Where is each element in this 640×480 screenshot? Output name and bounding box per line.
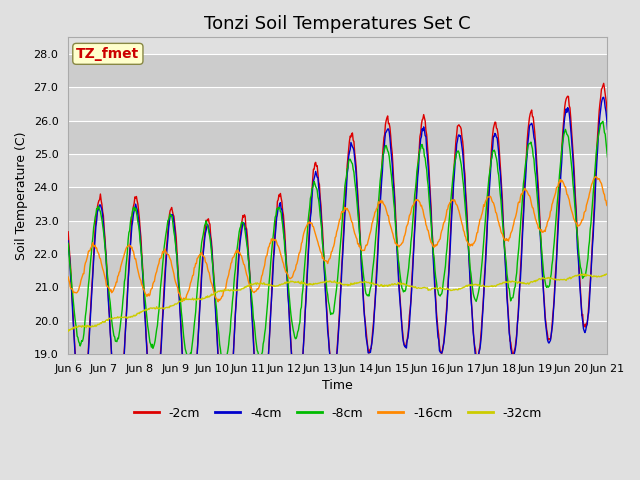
Text: TZ_fmet: TZ_fmet <box>76 47 140 61</box>
Title: Tonzi Soil Temperatures Set C: Tonzi Soil Temperatures Set C <box>205 15 471 33</box>
Bar <box>68 87 607 120</box>
Bar <box>68 120 607 154</box>
Bar <box>68 221 607 254</box>
Bar <box>68 254 607 288</box>
Bar <box>68 154 607 187</box>
X-axis label: Time: Time <box>323 379 353 392</box>
Bar <box>68 321 607 354</box>
Y-axis label: Soil Temperature (C): Soil Temperature (C) <box>15 132 28 260</box>
Bar <box>68 54 607 87</box>
Legend: -2cm, -4cm, -8cm, -16cm, -32cm: -2cm, -4cm, -8cm, -16cm, -32cm <box>129 402 547 424</box>
Bar <box>68 288 607 321</box>
Bar <box>68 187 607 221</box>
